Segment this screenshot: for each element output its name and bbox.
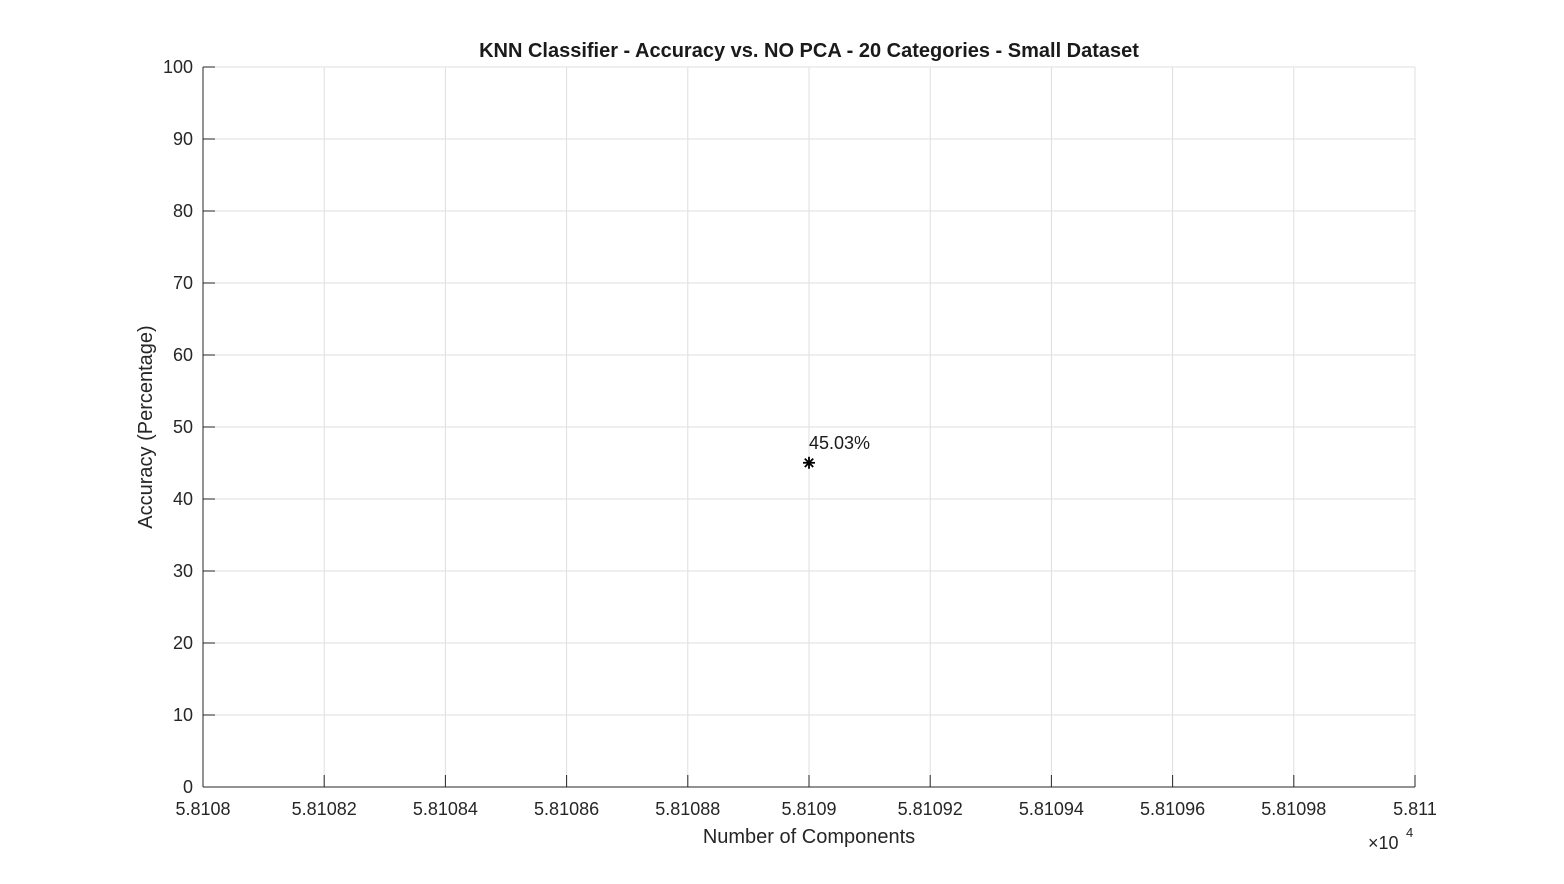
y-tick-label: 90	[173, 129, 193, 149]
y-tick-label: 40	[173, 489, 193, 509]
y-tick-label: 20	[173, 633, 193, 653]
x-axis-label: Number of Components	[703, 826, 915, 848]
y-tick-label: 0	[183, 777, 193, 797]
y-tick-label: 80	[173, 201, 193, 221]
y-axis-ticks: 0 10 20 30 40 50 60 70 80 90 100	[163, 57, 215, 797]
y-tick-label: 60	[173, 345, 193, 365]
data-point-marker	[803, 456, 815, 469]
x-axis-exponent: ×10 4	[1368, 825, 1413, 853]
y-axis-label: Accuracy (Percentage)	[135, 325, 157, 528]
x-tick-label: 5.81088	[655, 799, 720, 819]
grid-lines	[202, 66, 1416, 788]
x-tick-label: 5.81098	[1261, 799, 1326, 819]
y-tick-label: 70	[173, 273, 193, 293]
x-tick-label: 5.81094	[1019, 799, 1084, 819]
x-tick-label: 5.81096	[1140, 799, 1205, 819]
chart-title: KNN Classifier - Accuracy vs. NO PCA - 2…	[479, 40, 1139, 62]
x-tick-label: 5.81084	[413, 799, 478, 819]
x-axis-exponent-base: ×10	[1368, 833, 1399, 853]
x-axis-exponent-power: 4	[1406, 825, 1413, 840]
y-tick-label: 10	[173, 705, 193, 725]
x-axis-ticks: 5.8108 5.81082 5.81084 5.81086 5.81088 5.8109…	[175, 775, 1437, 819]
data-point-label: 45.03%	[809, 433, 870, 453]
y-tick-label: 100	[163, 57, 193, 77]
x-tick-label: 5.81092	[898, 799, 963, 819]
y-tick-label: 50	[173, 417, 193, 437]
x-tick-label: 5.81082	[292, 799, 357, 819]
x-tick-label: 5.8109	[781, 799, 836, 819]
y-tick-label: 30	[173, 561, 193, 581]
x-tick-label: 5.81086	[534, 799, 599, 819]
data-points: 45.03%	[803, 433, 870, 469]
x-tick-label: 5.8108	[175, 799, 230, 819]
x-tick-label: 5.811	[1393, 799, 1437, 819]
